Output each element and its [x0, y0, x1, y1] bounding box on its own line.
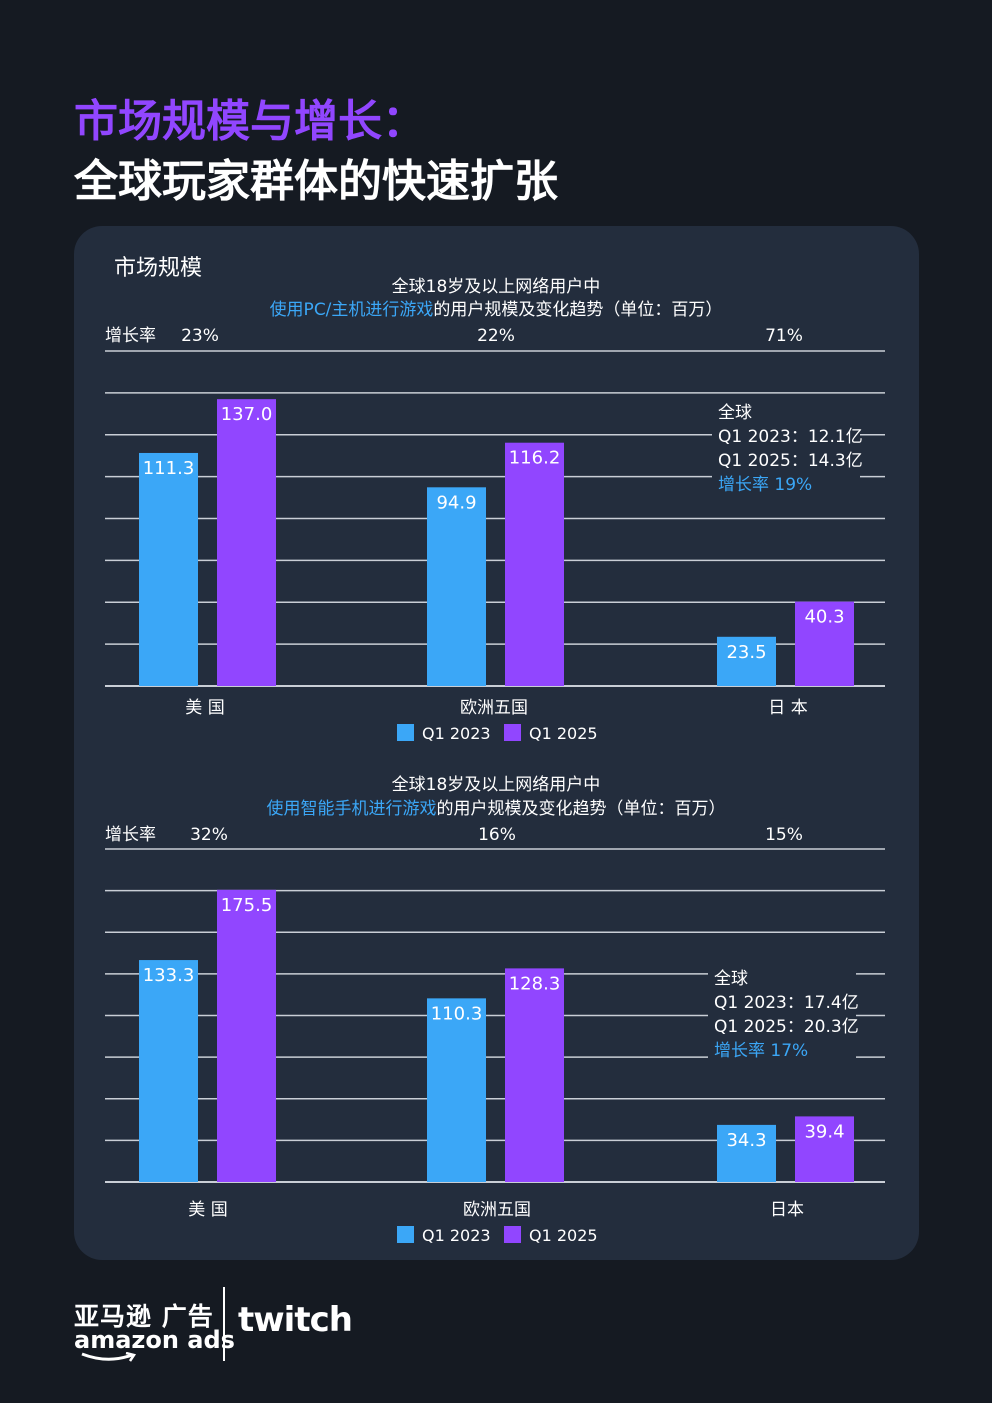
bar-value-label: 110.3	[431, 1003, 483, 1024]
footer-divider	[223, 1287, 225, 1361]
category-label: 美 国	[188, 1200, 227, 1220]
growth-rate-value: 23%	[181, 326, 219, 346]
annotation-growth-value: 19%	[774, 475, 812, 495]
bar-value-label: 39.4	[804, 1121, 844, 1142]
annotation-growth: 增长率 19%	[718, 475, 812, 495]
bar-q1-2025	[217, 399, 276, 686]
legend-label-q1-2025: Q1 2025	[529, 724, 598, 743]
growth-rate-value: 32%	[190, 825, 228, 845]
chart-title: 全球18岁及以上网络用户中	[392, 277, 601, 297]
bar-value-label: 128.3	[509, 973, 561, 994]
card-label: 市场规模	[114, 256, 203, 281]
growth-rate-value: 15%	[765, 825, 803, 845]
annotation-q1-2023: Q1 2023：17.4亿	[714, 993, 859, 1013]
bar-q1-2025	[217, 889, 276, 1182]
chart-subtitle: 使用智能手机进行游戏的用户规模及变化趋势（单位：百万）	[267, 798, 726, 819]
bar-value-label: 34.3	[726, 1130, 766, 1151]
annotation-title: 全球	[718, 403, 752, 423]
amazon-smile-icon	[81, 1352, 137, 1362]
category-label: 欧洲五国	[460, 698, 528, 718]
twitch-logo: twitch	[238, 1300, 353, 1340]
bar-value-label: 23.5	[726, 642, 766, 663]
chart-subtitle-highlight: 使用智能手机进行游戏	[267, 798, 437, 819]
annotation-growth-value: 17%	[770, 1041, 808, 1061]
annotation-growth: 增长率 17%	[714, 1041, 808, 1061]
bar-value-label: 116.2	[509, 448, 561, 469]
growth-rate-label: 增长率	[105, 825, 156, 845]
bar-q1-2023	[427, 998, 486, 1182]
bar-value-label: 137.0	[221, 404, 273, 425]
annotation-background	[708, 964, 856, 1066]
annotation-q1-2025: Q1 2025：20.3亿	[714, 1017, 859, 1037]
page-title: 市场规模与增长：	[74, 96, 426, 147]
chart-subtitle-highlight: 使用PC/主机进行游戏	[270, 299, 434, 320]
chart-subtitle-rest: 的用户规模及变化趋势（单位：百万）	[433, 300, 722, 320]
category-label: 日 本	[768, 698, 807, 718]
bar-value-label: 40.3	[804, 607, 844, 628]
legend-label-q1-2023: Q1 2023	[422, 1226, 491, 1245]
legend-label-q1-2023: Q1 2023	[422, 724, 491, 743]
amazon-ads-logo-en: amazon ads	[74, 1326, 235, 1354]
chart-title: 全球18岁及以上网络用户中	[392, 775, 601, 795]
bar-value-label: 133.3	[143, 965, 195, 986]
category-label: 欧洲五国	[463, 1200, 531, 1220]
chart-subtitle: 使用PC/主机进行游戏的用户规模及变化趋势（单位：百万）	[270, 299, 723, 320]
bar-q1-2023	[427, 487, 486, 686]
bar-q1-2023	[717, 1124, 776, 1182]
legend-label-q1-2025: Q1 2025	[529, 1226, 598, 1245]
bar-q1-2023	[139, 960, 198, 1182]
legend-swatch-q1-2023	[397, 724, 414, 741]
bar-value-label: 94.9	[436, 492, 476, 513]
category-label: 美 国	[185, 698, 224, 718]
legend-swatch-q1-2025	[504, 724, 521, 741]
amazon-ads-logo-cn: 亚马逊 广告	[74, 1302, 214, 1331]
bar-q1-2023	[139, 452, 198, 686]
bar-q1-2025	[505, 442, 564, 686]
bar-q1-2025	[505, 968, 564, 1182]
growth-rate-value: 16%	[478, 825, 516, 845]
bar-q1-2023	[717, 636, 776, 686]
annotation-q1-2023: Q1 2023：12.1亿	[718, 427, 863, 447]
legend-swatch-q1-2025	[504, 1226, 521, 1243]
annotation-growth-label: 增长率	[718, 475, 774, 495]
bar-q1-2025	[795, 1116, 854, 1182]
chart-subtitle-rest: 的用户规模及变化趋势（单位：百万）	[437, 799, 726, 819]
annotation-title: 全球	[714, 969, 748, 989]
growth-rate-label: 增长率	[105, 326, 156, 346]
category-label: 日本	[770, 1200, 804, 1220]
annotation-q1-2025: Q1 2025：14.3亿	[718, 451, 863, 471]
bar-q1-2025	[795, 601, 854, 686]
growth-rate-value: 22%	[477, 326, 515, 346]
annotation-growth-label: 增长率	[714, 1041, 770, 1061]
growth-rate-value: 71%	[765, 326, 803, 346]
bar-value-label: 175.5	[221, 895, 273, 916]
annotation-background	[712, 398, 860, 500]
bar-value-label: 111.3	[143, 458, 195, 479]
legend-swatch-q1-2023	[397, 1226, 414, 1243]
page-subtitle: 全球玩家群体的快速扩张	[74, 156, 558, 207]
